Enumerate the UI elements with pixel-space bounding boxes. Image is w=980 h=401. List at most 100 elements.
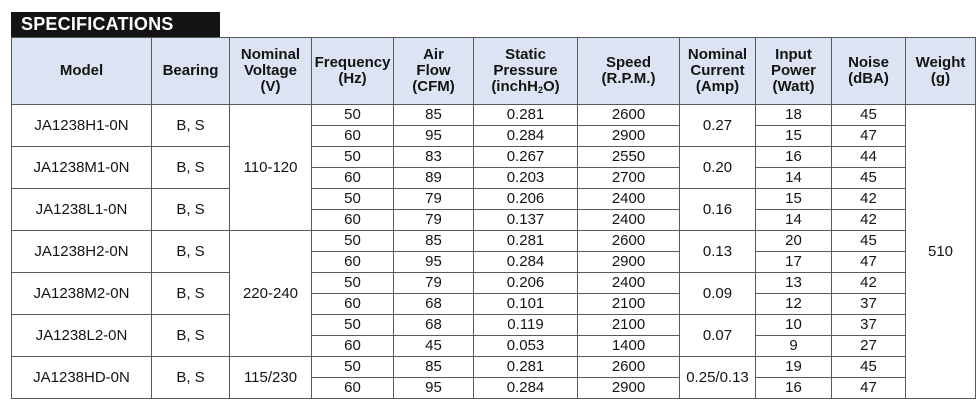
header-voltage: Nominal Voltage (V) [229,37,312,105]
bearing-cell: B, S [151,314,230,357]
model-cell: JA1238L1-0N [11,188,152,231]
frequency-cell: 60 [311,293,394,315]
speed-cell: 2700 [577,167,680,189]
input-power-cell: 16 [755,377,832,399]
header-noise: Noise (dBA) [831,37,906,105]
noise-cell: 42 [831,272,906,294]
speed-cell: 2900 [577,377,680,399]
airflow-cell: 79 [393,209,474,231]
current-cell: 0.16 [679,188,756,231]
noise-cell: 47 [831,251,906,273]
table-row: JA1238L2-0N B, S 50 68 0.119 2100 0.07 10 37 [11,314,976,357]
airflow-cell: 45 [393,335,474,357]
frequency-cell: 60 [311,209,394,231]
frequency-cell: 50 [311,146,394,168]
static-pressure-cell: 0.281 [473,356,578,378]
speed-cell: 2100 [577,293,680,315]
speed-cell: 1400 [577,335,680,357]
noise-cell: 42 [831,209,906,231]
model-cell: JA1238M1-0N [11,146,152,189]
frequency-cell: 50 [311,104,394,126]
header-input-power: Input Power (Watt) [755,37,832,105]
header-weight: Weight (g) [905,37,976,105]
bearing-cell: B, S [151,188,230,231]
static-pressure-cell: 0.053 [473,335,578,357]
speed-cell: 2900 [577,251,680,273]
speed-cell: 2600 [577,104,680,126]
current-cell: 0.27 [679,104,756,147]
input-power-cell: 19 [755,356,832,378]
speed-cell: 2600 [577,230,680,252]
frequency-cell: 50 [311,314,394,336]
static-pressure-cell: 0.137 [473,209,578,231]
bearing-cell: B, S [151,356,230,399]
speed-cell: 2400 [577,209,680,231]
input-power-cell: 14 [755,209,832,231]
airflow-cell: 79 [393,272,474,294]
noise-cell: 44 [831,146,906,168]
table-row: JA1238H1-0N B, S 110-120 50 85 0.281 2600 0.27 1… [11,104,976,399]
bearing-cell: B, S [151,230,230,273]
airflow-cell: 95 [393,377,474,399]
frequency-cell: 60 [311,125,394,147]
table-row: JA1238H2-0N B, S 220-240 50 85 0.281 2600 0.13 2… [11,230,976,357]
input-power-cell: 15 [755,188,832,210]
airflow-cell: 85 [393,356,474,378]
input-power-cell: 12 [755,293,832,315]
airflow-cell: 79 [393,188,474,210]
static-pressure-cell: 0.281 [473,104,578,126]
input-power-cell: 9 [755,335,832,357]
static-pressure-cell: 0.284 [473,377,578,399]
header-model: Model [11,37,152,105]
input-power-cell: 17 [755,251,832,273]
speed-cell: 2550 [577,146,680,168]
frequency-cell: 60 [311,167,394,189]
speed-cell: 2400 [577,272,680,294]
bearing-cell: B, S [151,146,230,189]
static-pressure-cell: 0.284 [473,251,578,273]
airflow-cell: 68 [393,293,474,315]
table-row: 60 79 0.137 2400 14 42 [12,209,976,231]
bearing-cell: B, S [151,272,230,315]
header-frequency: Frequency (Hz) [311,37,394,105]
input-power-cell: 10 [755,314,832,336]
model-cell: JA1238L2-0N [11,314,152,357]
header-bearing: Bearing [151,37,230,105]
airflow-cell: 95 [393,125,474,147]
table-body: JA1238H1-0N B, S 110-120 50 85 0.281 2600 0.27 1… [11,104,976,399]
section-title: SPECIFICATIONS [11,12,220,37]
table-row: JA1238M1-0N B, S 50 83 0.267 2550 0.20 16 44 [11,146,976,189]
static-pressure-cell: 0.206 [473,188,578,210]
input-power-cell: 20 [755,230,832,252]
noise-cell: 45 [831,167,906,189]
model-cell: JA1238H1-0N [11,104,152,147]
model-cell: JA1238HD-0N [11,356,152,399]
noise-cell: 27 [831,335,906,357]
input-power-cell: 16 [755,146,832,168]
noise-cell: 45 [831,356,906,378]
speed-cell: 2400 [577,188,680,210]
static-pressure-cell: 0.119 [473,314,578,336]
frequency-cell: 60 [311,377,394,399]
table-row: 60 95 0.284 2900 17 47 [12,251,976,273]
bearing-cell: B, S [151,104,230,147]
airflow-cell: 85 [393,230,474,252]
frequency-cell: 50 [311,230,394,252]
speed-cell: 2100 [577,314,680,336]
current-cell: 0.09 [679,272,756,315]
input-power-cell: 18 [755,104,832,126]
static-pressure-cell: 0.281 [473,230,578,252]
input-power-cell: 15 [755,125,832,147]
model-cell: JA1238M2-0N [11,272,152,315]
noise-cell: 47 [831,377,906,399]
airflow-cell: 83 [393,146,474,168]
noise-cell: 47 [831,125,906,147]
input-power-cell: 14 [755,167,832,189]
noise-cell: 45 [831,230,906,252]
current-cell: 0.25/0.13 [679,356,756,399]
table-row: JA1238M2-0N B, S 50 79 0.206 2400 0.09 13 42 [11,272,976,315]
airflow-cell: 95 [393,251,474,273]
airflow-cell: 85 [393,104,474,126]
static-pressure-cell: 0.267 [473,146,578,168]
airflow-cell: 89 [393,167,474,189]
